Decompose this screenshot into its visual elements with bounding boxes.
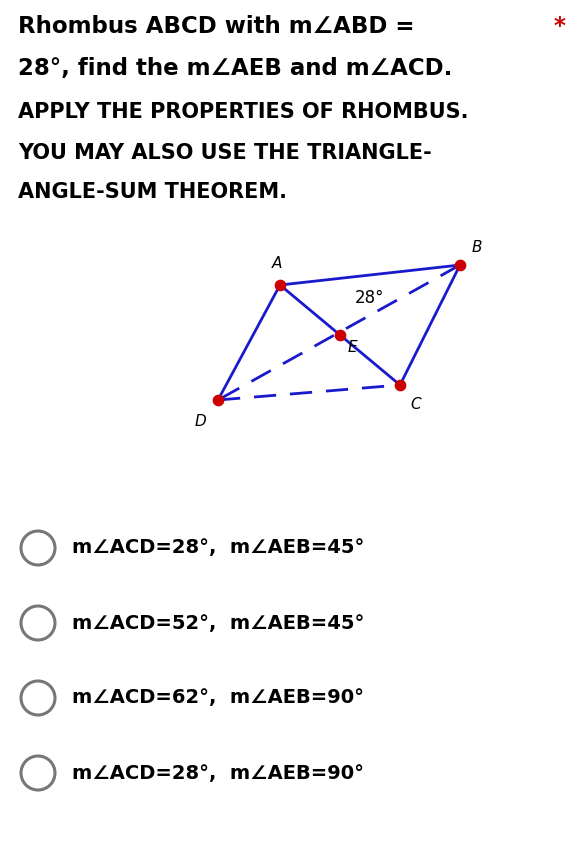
Text: APPLY THE PROPERTIES OF RHOMBUS.: APPLY THE PROPERTIES OF RHOMBUS.	[18, 102, 468, 122]
Text: m∠ACD=28°,  m∠AEB=45°: m∠ACD=28°, m∠AEB=45°	[72, 539, 364, 558]
Text: m∠ACD=28°,  m∠AEB=90°: m∠ACD=28°, m∠AEB=90°	[72, 763, 364, 783]
Point	[214, 394, 223, 407]
Text: ANGLE-SUM THEOREM.: ANGLE-SUM THEOREM.	[18, 182, 287, 202]
Text: A: A	[272, 256, 282, 271]
Point	[455, 258, 464, 272]
Text: 28°, find the m∠AEB and m∠ACD.: 28°, find the m∠AEB and m∠ACD.	[18, 57, 452, 80]
Text: E: E	[348, 340, 358, 355]
Point	[395, 378, 405, 392]
Text: Rhombus ABCD with m∠ABD =: Rhombus ABCD with m∠ABD =	[18, 15, 415, 38]
Text: m∠ACD=62°,  m∠AEB=90°: m∠ACD=62°, m∠AEB=90°	[72, 688, 364, 707]
Text: 28°: 28°	[356, 289, 385, 307]
Text: B: B	[472, 240, 482, 255]
Text: D: D	[194, 414, 206, 429]
Point	[335, 328, 345, 342]
Text: m∠ACD=52°,  m∠AEB=45°: m∠ACD=52°, m∠AEB=45°	[72, 614, 364, 632]
Text: YOU MAY ALSO USE THE TRIANGLE-: YOU MAY ALSO USE THE TRIANGLE-	[18, 143, 432, 163]
Text: C: C	[410, 397, 420, 412]
Text: *: *	[553, 15, 565, 38]
Point	[276, 278, 285, 292]
